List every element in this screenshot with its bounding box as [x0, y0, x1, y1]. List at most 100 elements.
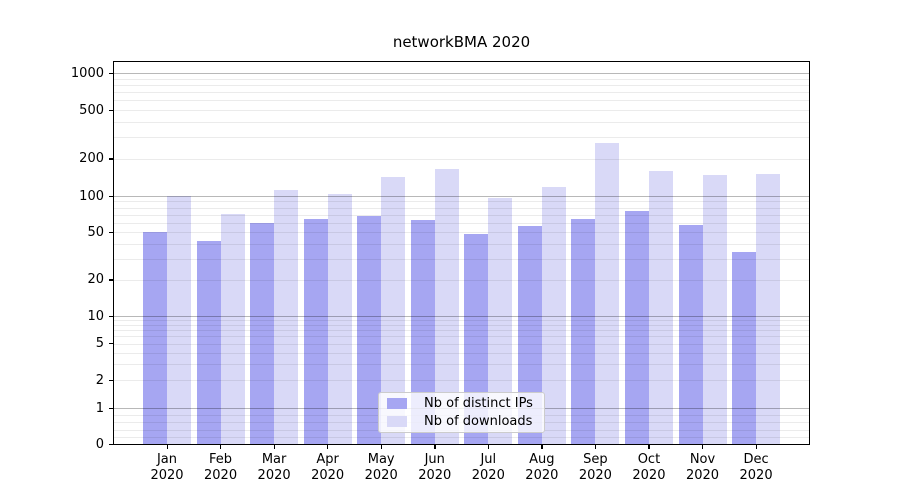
- y-axis-tick-label: 20: [87, 272, 104, 288]
- bar-nb-of-distinct-ips-sep: [571, 219, 596, 445]
- bar-nb-of-downloads-jan: [167, 196, 191, 445]
- bar-nb-of-distinct-ips-jan: [143, 232, 167, 445]
- y-tick-mark: [109, 72, 113, 74]
- gridline-minor: [114, 207, 809, 209]
- y-tick-mark: [109, 195, 113, 197]
- gridline-minor: [114, 279, 809, 281]
- gridline-minor: [114, 78, 809, 80]
- bar-nb-of-distinct-ips-mar: [250, 222, 275, 445]
- bar-nb-of-distinct-ips-may: [357, 216, 382, 445]
- y-axis-tick-label: 2: [95, 372, 104, 388]
- y-tick-mark: [109, 158, 113, 160]
- x-tick-mark: [380, 445, 382, 449]
- x-axis-tick-label: Jun 2020: [418, 452, 452, 483]
- y-axis-tick-label: 50: [87, 224, 104, 240]
- y-tick-mark: [109, 231, 113, 233]
- bar-nb-of-distinct-ips-feb: [196, 241, 221, 445]
- gridline-major: [114, 196, 809, 197]
- gridline-minor: [114, 232, 809, 234]
- bar-nb-of-distinct-ips-oct: [624, 210, 649, 445]
- gridline-minor: [114, 324, 809, 326]
- x-axis-tick-label: May 2020: [364, 452, 398, 483]
- gridline-minor: [114, 222, 809, 224]
- bar-nb-of-downloads-sep: [595, 142, 620, 445]
- x-axis-tick-label: Sep 2020: [578, 452, 612, 483]
- bar-nb-of-downloads-nov: [702, 175, 727, 445]
- gridline-minor: [114, 201, 809, 203]
- gridline-minor: [114, 110, 809, 112]
- y-axis-tick-label: 1000: [70, 65, 104, 81]
- y-axis-tick-label: 10: [87, 308, 104, 324]
- gridline-minor: [114, 100, 809, 102]
- legend-swatch-icon: [387, 398, 407, 410]
- legend-label: Nb of downloads: [424, 413, 533, 429]
- x-tick-mark: [166, 445, 168, 449]
- x-axis-tick-label: Feb 2020: [204, 452, 238, 483]
- legend-item: Nb of downloads: [387, 413, 536, 431]
- bar-nb-of-downloads-feb: [220, 213, 245, 445]
- gridline-minor: [114, 258, 809, 260]
- gridline-minor: [114, 336, 809, 338]
- y-tick-mark: [109, 315, 113, 317]
- x-tick-mark: [541, 445, 543, 449]
- x-tick-mark: [434, 445, 436, 449]
- y-tick-mark: [109, 279, 113, 281]
- gridline-minor: [114, 320, 809, 322]
- y-tick-mark: [109, 343, 113, 345]
- bar-nb-of-downloads-aug: [541, 187, 566, 445]
- y-tick-mark: [109, 443, 113, 445]
- bar-nb-of-distinct-ips-nov: [678, 225, 703, 445]
- gridline-minor: [114, 352, 809, 354]
- gridline-minor: [114, 330, 809, 332]
- gridline-minor: [114, 84, 809, 86]
- bar-nb-of-downloads-mar: [274, 189, 299, 445]
- y-axis-tick-label: 100: [79, 188, 104, 204]
- bar-nb-of-downloads-dec: [756, 174, 781, 445]
- gridline-minor: [114, 364, 809, 366]
- x-axis-tick-label: Jan 2020: [150, 452, 184, 483]
- x-axis-tick-label: Nov 2020: [685, 452, 720, 483]
- gridline-minor: [114, 343, 809, 345]
- x-tick-mark: [273, 445, 275, 449]
- x-axis-tick-label: Apr 2020: [311, 452, 345, 483]
- gridline-minor: [114, 92, 809, 94]
- bar-nb-of-downloads-apr: [327, 194, 352, 445]
- legend-item: Nb of distinct IPs: [387, 395, 536, 413]
- bar-nb-of-downloads-oct: [648, 170, 673, 445]
- gridline-minor: [114, 214, 809, 216]
- legend: Nb of distinct IPs Nb of downloads: [378, 392, 545, 433]
- x-tick-mark: [702, 445, 704, 449]
- x-axis-tick-label: Oct 2020: [632, 452, 666, 483]
- gridline-minor: [114, 158, 809, 160]
- x-axis-tick-label: Dec 2020: [739, 452, 773, 483]
- gridline-major: [114, 73, 809, 74]
- y-axis-tick-label: 200: [79, 151, 104, 167]
- x-axis-tick-label: Mar 2020: [257, 452, 291, 483]
- bar-nb-of-distinct-ips-apr: [303, 219, 328, 445]
- gridline-minor: [114, 137, 809, 139]
- y-axis-tick-label: 500: [79, 102, 104, 118]
- x-tick-mark: [755, 445, 757, 449]
- x-tick-mark: [220, 445, 222, 449]
- gridline-minor: [114, 121, 809, 123]
- bar-nb-of-distinct-ips-dec: [732, 252, 757, 445]
- gridline-minor: [114, 243, 809, 245]
- gridline-minor: [114, 436, 809, 438]
- x-axis-tick-label: Jul 2020: [471, 452, 505, 483]
- y-axis-tick-label: 0: [95, 436, 104, 452]
- y-axis-tick-label: 5: [95, 336, 104, 352]
- gridline-minor: [114, 380, 809, 382]
- legend-label: Nb of distinct IPs: [424, 396, 533, 412]
- legend-swatch-icon: [387, 415, 407, 427]
- y-tick-mark: [109, 109, 113, 111]
- y-tick-mark: [109, 407, 113, 409]
- gridline-major: [114, 316, 809, 317]
- y-axis-tick-label: 1: [95, 400, 104, 416]
- y-tick-mark: [109, 379, 113, 382]
- x-tick-mark: [327, 445, 329, 449]
- x-tick-mark: [594, 445, 597, 449]
- chart-title: networkBMA 2020: [392, 33, 531, 51]
- x-tick-mark: [487, 445, 490, 449]
- x-tick-mark: [648, 445, 650, 449]
